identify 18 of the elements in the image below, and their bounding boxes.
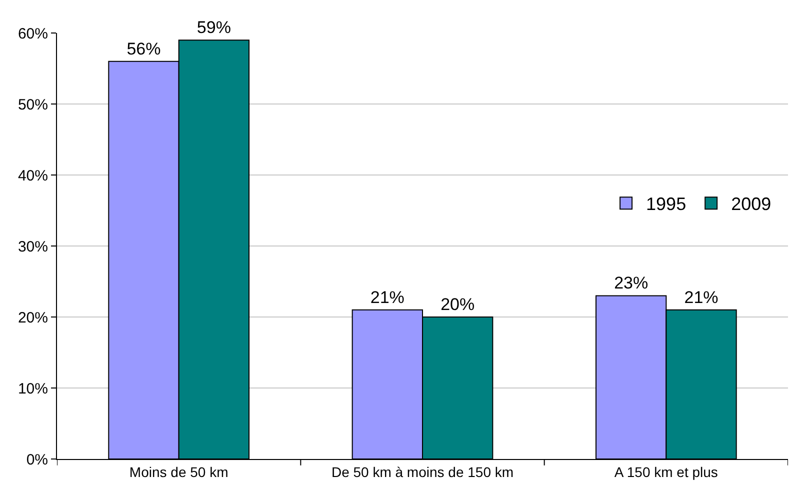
y-tick-label: 50% bbox=[18, 96, 48, 114]
data-label: 21% bbox=[684, 288, 718, 307]
y-tick-label: 0% bbox=[26, 451, 48, 468]
y-tick-label: 20% bbox=[18, 309, 48, 326]
legend-label: 2009 bbox=[731, 194, 772, 214]
x-tick-label: A 150 km et plus bbox=[614, 464, 718, 480]
x-tick-label: Moins de 50 km bbox=[129, 464, 228, 480]
y-tick-label: 10% bbox=[18, 380, 48, 398]
data-label: 59% bbox=[196, 18, 231, 38]
data-label: 56% bbox=[126, 39, 161, 58]
y-tick-label: 40% bbox=[18, 167, 48, 184]
y-tick-label: 60% bbox=[18, 25, 48, 42]
y-tick-label: 30% bbox=[18, 238, 48, 256]
x-tick-label: De 50 km à moins de 150 km bbox=[331, 464, 514, 480]
data-label: 23% bbox=[614, 274, 648, 293]
legend-label: 1995 bbox=[646, 194, 686, 214]
data-label: 21% bbox=[370, 288, 404, 307]
data-label: 20% bbox=[440, 295, 475, 314]
